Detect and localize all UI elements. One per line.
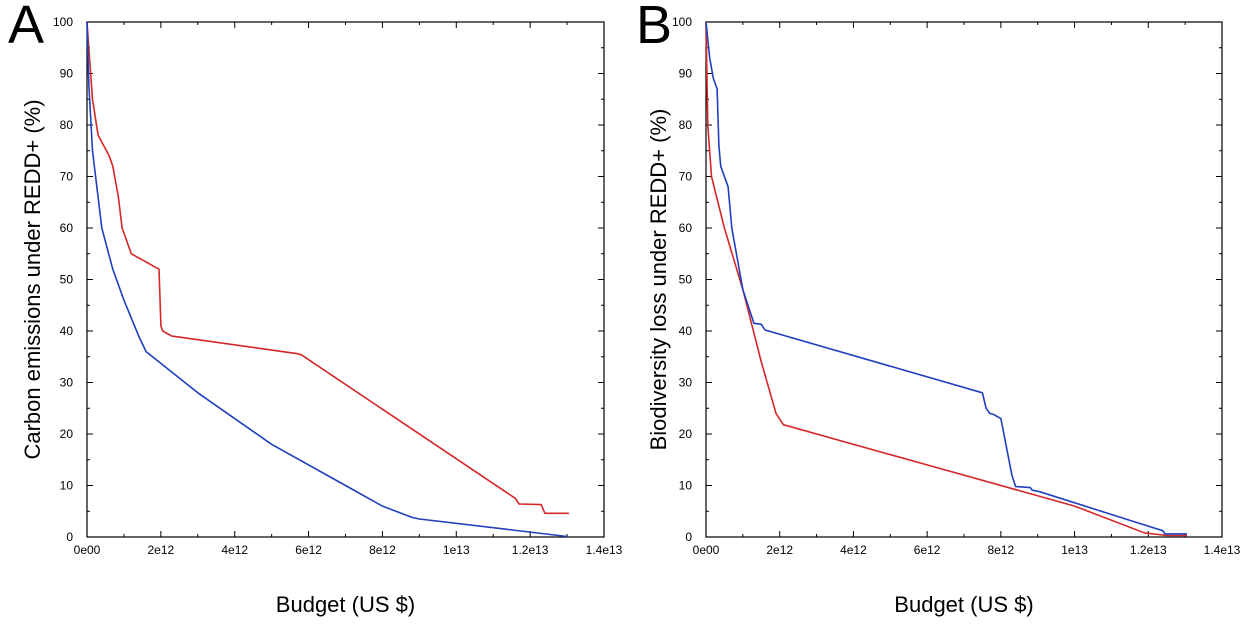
panel-a-y-tick-label: 40 xyxy=(60,324,74,338)
panel-a-y-tick-label: 70 xyxy=(60,170,74,184)
panel-a-series-line-blue xyxy=(86,21,568,538)
panel-a-y-axis-title: Carbon emissions under REDD+ (%) xyxy=(20,99,45,459)
panel-a-y-tick-label: 20 xyxy=(60,427,74,441)
panel-a-x-axis-title: Budget (US $) xyxy=(276,592,415,617)
panel-b-x-tick-label: 0e00 xyxy=(693,543,720,557)
panel-b-y-tick-label: 0 xyxy=(685,530,692,544)
panel-a-y-tick-label: 10 xyxy=(60,479,74,493)
panel-a-x-tick-label: 1.4e13 xyxy=(586,543,623,557)
panel-b-y-tick-label: 80 xyxy=(679,118,693,132)
panel-a-letter: A xyxy=(8,0,45,55)
panel-a-y-tick-label: 80 xyxy=(60,118,74,132)
panel-b-letter: B xyxy=(636,0,673,55)
panel-a-y-tick-label: 60 xyxy=(60,221,74,235)
panel-a-y-tick-label: 100 xyxy=(53,15,73,29)
panel-b-chart: 0e00 2e12 4e12 6e12 8e12 1e13 1.2e13 1.4e13 0 10 2… xyxy=(646,15,1241,617)
panel-a-y-tick-label: 90 xyxy=(60,67,74,81)
panel-a-x-tick-label: 1.2e13 xyxy=(512,543,549,557)
panel-b-y-tick-label: 10 xyxy=(679,479,693,493)
panel-b-series-line-blue xyxy=(705,21,1187,535)
panel-b-x-tick-label: 1.4e13 xyxy=(1204,543,1241,557)
panel-a-x-tick-label: 1e13 xyxy=(443,543,470,557)
panel-b-x-axis-title: Budget (US $) xyxy=(894,592,1033,617)
panel-b-y-tick-label: 40 xyxy=(679,324,693,338)
panel-a-series-line-red xyxy=(86,21,569,515)
panel-a-y-tick-label: 30 xyxy=(60,376,74,390)
panel-a-y-tick-label: 50 xyxy=(60,273,74,287)
panel-a-plot-frame xyxy=(86,21,605,538)
panel-b-y-tick-label: 70 xyxy=(679,170,693,184)
panel-b-y-tick-label: 100 xyxy=(672,15,692,29)
panel-a-x-tick-label: 8e12 xyxy=(369,543,396,557)
panel-b-y-tick-label: 50 xyxy=(679,273,693,287)
panel-a-y-tick-label: 0 xyxy=(66,530,73,544)
panel-a-x-tick-label: 4e12 xyxy=(221,543,248,557)
panel-b-x-tick-label: 1e13 xyxy=(1061,543,1088,557)
panel-a-x-tick-label: 0e00 xyxy=(74,543,101,557)
panel-b-y-tick-label: 20 xyxy=(679,427,693,441)
panel-b-y-axis-title: Biodiversity loss under REDD+ (%) xyxy=(646,109,671,451)
panel-b-y-tick-label: 30 xyxy=(679,376,693,390)
panel-b-x-tick-label: 1.2e13 xyxy=(1130,543,1167,557)
panel-b-plot-frame xyxy=(705,21,1223,538)
panel-b-x-tick-label: 2e12 xyxy=(766,543,793,557)
panel-b-series-line-red xyxy=(705,21,1187,537)
panel-b-x-tick-label: 6e12 xyxy=(914,543,941,557)
panel-b-y-tick-label: 90 xyxy=(679,67,693,81)
panel-b-y-tick-label: 60 xyxy=(679,221,693,235)
panel-b-x-tick-label: 8e12 xyxy=(988,543,1015,557)
panel-a-x-tick-label: 2e12 xyxy=(148,543,175,557)
panel-b-x-tick-label: 4e12 xyxy=(840,543,867,557)
panel-a-chart: 0e00 2e12 4e12 6e12 8e12 1e13 1.2e13 1.4e13 0 10 2… xyxy=(20,15,623,617)
panel-a-x-tick-label: 6e12 xyxy=(295,543,322,557)
